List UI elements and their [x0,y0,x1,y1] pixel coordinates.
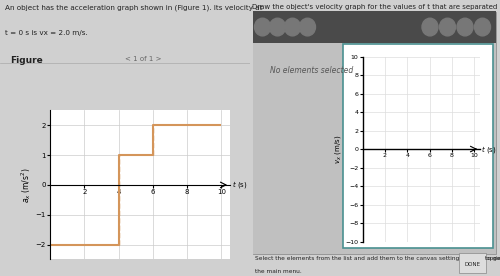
FancyBboxPatch shape [342,44,492,248]
FancyBboxPatch shape [252,43,496,254]
Y-axis label: $v_x\ \mathrm{(m/s)}$: $v_x\ \mathrm{(m/s)}$ [332,134,342,164]
Text: the main menu.: the main menu. [255,269,302,274]
Text: < 1 of 1 >: < 1 of 1 > [125,57,162,62]
Text: Select the elements from the list and add them to the canvas setting the appropr: Select the elements from the list and ad… [255,256,500,261]
Text: $t\ \mathrm{(s)}$: $t\ \mathrm{(s)}$ [481,144,496,155]
Y-axis label: $a_x\ \mathrm{(m/s^2)}$: $a_x\ \mathrm{(m/s^2)}$ [19,167,32,203]
Text: $t\ \mathrm{(s)}$: $t\ \mathrm{(s)}$ [232,179,248,190]
Text: An object has the acceleration graph shown in (Figure 1). Its velocity at: An object has the acceleration graph sho… [5,5,262,12]
Circle shape [474,18,490,36]
Text: DONE: DONE [464,262,480,267]
Text: Draw the object's velocity graph for the values of t that are separated by the s: Draw the object's velocity graph for the… [252,4,500,10]
Circle shape [270,18,285,36]
Circle shape [254,18,270,36]
Circle shape [300,18,316,36]
FancyBboxPatch shape [252,11,496,43]
Text: Figure: Figure [10,57,43,65]
Circle shape [422,18,438,36]
FancyBboxPatch shape [459,253,486,273]
Text: t = 0 s is vx = 2.0 m/s.: t = 0 s is vx = 2.0 m/s. [5,30,88,36]
Text: to get to: to get to [485,256,500,261]
Circle shape [284,18,300,36]
Text: No elements selected: No elements selected [270,66,353,75]
Circle shape [457,18,473,36]
Circle shape [440,18,456,36]
FancyBboxPatch shape [252,12,496,254]
